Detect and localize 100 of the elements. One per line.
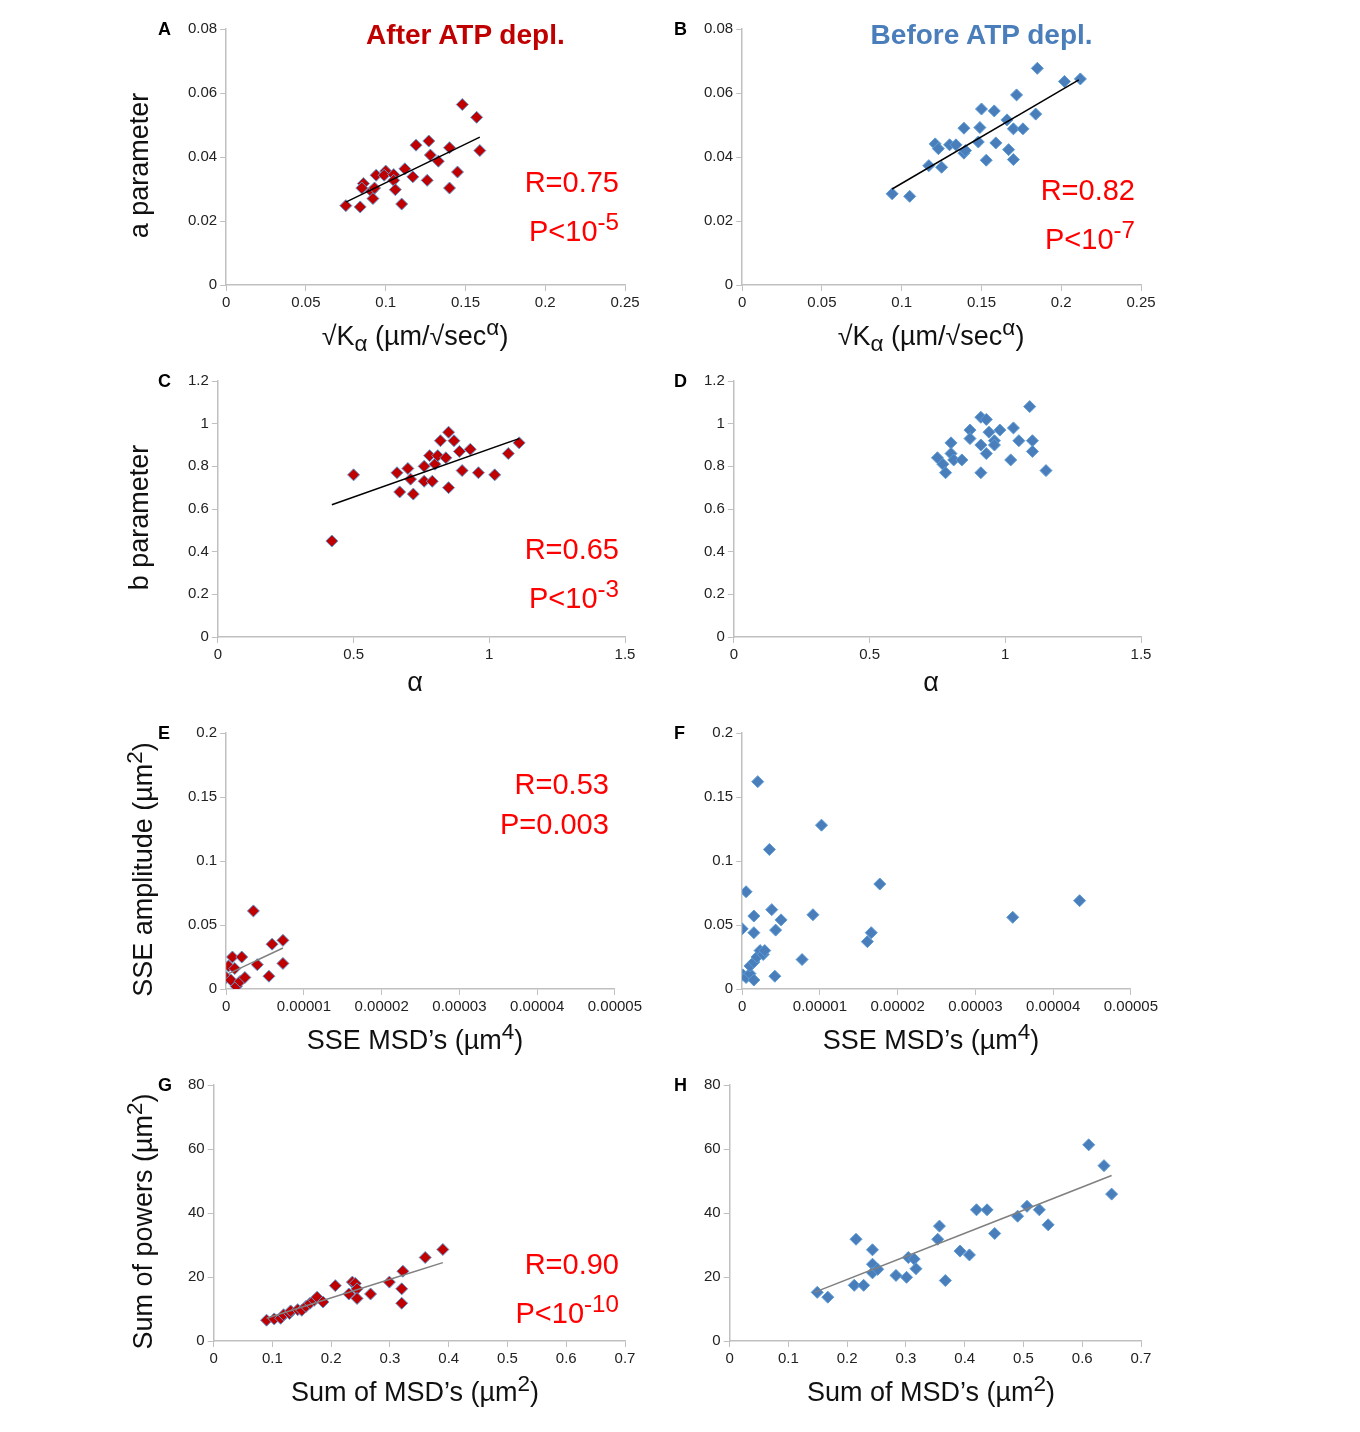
- x-tick-label: 0.00001: [792, 997, 848, 1015]
- chart-title: After ATP depl.: [366, 19, 565, 51]
- x-tick-label: 0.00003: [948, 997, 1003, 1015]
- annotation: P<10$^{-7}$: [1043, 214, 1135, 257]
- y-tick-label: 0: [208, 275, 218, 293]
- y-tick-label: 0.4: [703, 541, 725, 559]
- annotation: R=0.90: [523, 1246, 619, 1282]
- y-tick-label: 0: [716, 627, 725, 645]
- text: A: [158, 19, 171, 40]
- x-tick-label: 0.00003: [432, 997, 487, 1015]
- x-tick-label: 0.00004: [510, 997, 565, 1015]
- y-tick-label: 0.4: [187, 541, 209, 559]
- x-tick-label: 0.2: [320, 1349, 342, 1367]
- annotation: P=0.003: [500, 806, 609, 842]
- y-tick-label: 0.05: [703, 915, 734, 933]
- x-axis-title: √K$_{α}$ (µm/√sec$^{α}$): [320, 315, 510, 358]
- y-tick-label: 0: [724, 275, 734, 293]
- x-tick-label: 0.2: [534, 293, 556, 311]
- x-tick-label: 1: [485, 645, 494, 663]
- chart-title: Before ATP depl.: [870, 19, 1093, 51]
- x-tick-label: 0: [738, 997, 747, 1015]
- y-tick-label: 0.08: [703, 19, 734, 37]
- text: C: [158, 371, 171, 392]
- y-tick-label: 20: [704, 1267, 721, 1285]
- y-tick-label: 0.08: [187, 19, 218, 37]
- x-axis-title: Sum of MSD’s (µm$^{2}$): [289, 1371, 541, 1408]
- x-axis-title: SSE MSD’s (µm$^{4}$): [305, 1019, 525, 1056]
- x-tick-label: 0.00005: [1103, 997, 1159, 1015]
- x-tick-label: 0.5: [343, 645, 364, 663]
- annotation: R=0.53: [513, 766, 609, 802]
- text: E: [158, 723, 171, 744]
- x-axis-title: α: [406, 667, 424, 698]
- y-tick-label: 60: [704, 1139, 721, 1157]
- y-tick-label: 0.1: [712, 851, 734, 869]
- x-tick-label: 0.3: [379, 1349, 401, 1367]
- x-tick-label: 0.2: [1050, 293, 1072, 311]
- y-tick-label: 0.2: [196, 723, 218, 741]
- annotation: P<10$^{-3}$: [527, 574, 619, 617]
- x-tick-label: 0.6: [1071, 1349, 1093, 1367]
- x-tick-label: 0: [222, 997, 231, 1015]
- x-tick-label: 0.1: [778, 1349, 799, 1367]
- x-tick-label: 1.5: [614, 645, 636, 663]
- annotation: R=0.75: [524, 165, 619, 201]
- x-tick-label: 0.6: [555, 1349, 577, 1367]
- x-tick-label: 1: [1001, 645, 1010, 663]
- x-tick-label: 0.15: [966, 293, 997, 311]
- x-tick-label: 0: [222, 293, 231, 311]
- x-tick-label: 0.00004: [1026, 997, 1081, 1015]
- y-tick-label: 0.15: [703, 787, 734, 805]
- y-tick-label: 60: [188, 1139, 205, 1157]
- y-tick-label: 80: [188, 1075, 205, 1093]
- annotation: P<10$^{-5}$: [527, 207, 619, 249]
- text: F: [674, 723, 685, 744]
- y-tick-label: 0: [200, 627, 209, 645]
- text: G: [158, 1075, 173, 1096]
- y-tick-label: 80: [704, 1075, 721, 1093]
- x-tick-label: 0.05: [807, 293, 837, 311]
- x-tick-label: 0.15: [450, 293, 481, 311]
- annotation: R=0.82: [1040, 172, 1135, 208]
- y-tick-label: 0.04: [187, 147, 218, 165]
- x-tick-label: 0.1: [891, 293, 913, 311]
- x-tick-label: 0.4: [438, 1349, 460, 1367]
- x-tick-label: 0.00001: [276, 997, 332, 1015]
- y-tick-label: 20: [188, 1267, 205, 1285]
- x-tick-label: 0.00005: [587, 997, 643, 1015]
- x-tick-label: 0.5: [1013, 1349, 1034, 1367]
- x-tick-label: 0.5: [859, 645, 880, 663]
- x-tick-label: 0: [738, 293, 747, 311]
- x-tick-label: 0.05: [291, 293, 321, 311]
- y-tick-label: 0.2: [187, 584, 209, 602]
- y-tick-label: 0.02: [703, 211, 734, 229]
- y-tick-label: 0: [208, 979, 218, 997]
- y-tick-label: 0.2: [703, 584, 725, 602]
- x-tick-label: 0.1: [375, 293, 397, 311]
- x-axis-title: Sum of MSD’s (µm$^{2}$): [805, 1371, 1057, 1408]
- x-tick-label: 0.7: [1130, 1349, 1152, 1367]
- annotation: P<10$^{-10}$: [515, 1288, 619, 1331]
- y-tick-label: 0.05: [187, 915, 218, 933]
- y-tick-label: 1: [716, 413, 725, 431]
- y-tick-label: 1.2: [703, 371, 725, 389]
- x-tick-label: 1.5: [1130, 645, 1152, 663]
- y-tick-label: 0: [712, 1331, 721, 1349]
- text: H: [674, 1075, 687, 1096]
- x-tick-label: 0.25: [1126, 293, 1156, 311]
- y-tick-label: 0.06: [187, 83, 218, 101]
- y-tick-label: 0.04: [703, 147, 734, 165]
- y-tick-label: 0.8: [187, 456, 209, 474]
- x-axis-title: √K$_{α}$ (µm/√sec$^{α}$): [836, 315, 1026, 358]
- text: D: [674, 371, 687, 392]
- x-tick-label: 0.1: [262, 1349, 283, 1367]
- x-tick-label: 0.3: [895, 1349, 917, 1367]
- y-tick-label: 40: [704, 1203, 721, 1221]
- y-axis-title: a parameter: [124, 92, 156, 238]
- y-tick-label: 1: [200, 413, 209, 431]
- y-tick-label: 0.2: [712, 723, 734, 741]
- text: B: [674, 19, 687, 40]
- y-tick-label: 0: [724, 979, 734, 997]
- y-tick-label: 0.1: [196, 851, 218, 869]
- x-axis-title: SSE MSD’s (µm$^{4}$): [821, 1019, 1041, 1056]
- x-tick-label: 0.4: [954, 1349, 976, 1367]
